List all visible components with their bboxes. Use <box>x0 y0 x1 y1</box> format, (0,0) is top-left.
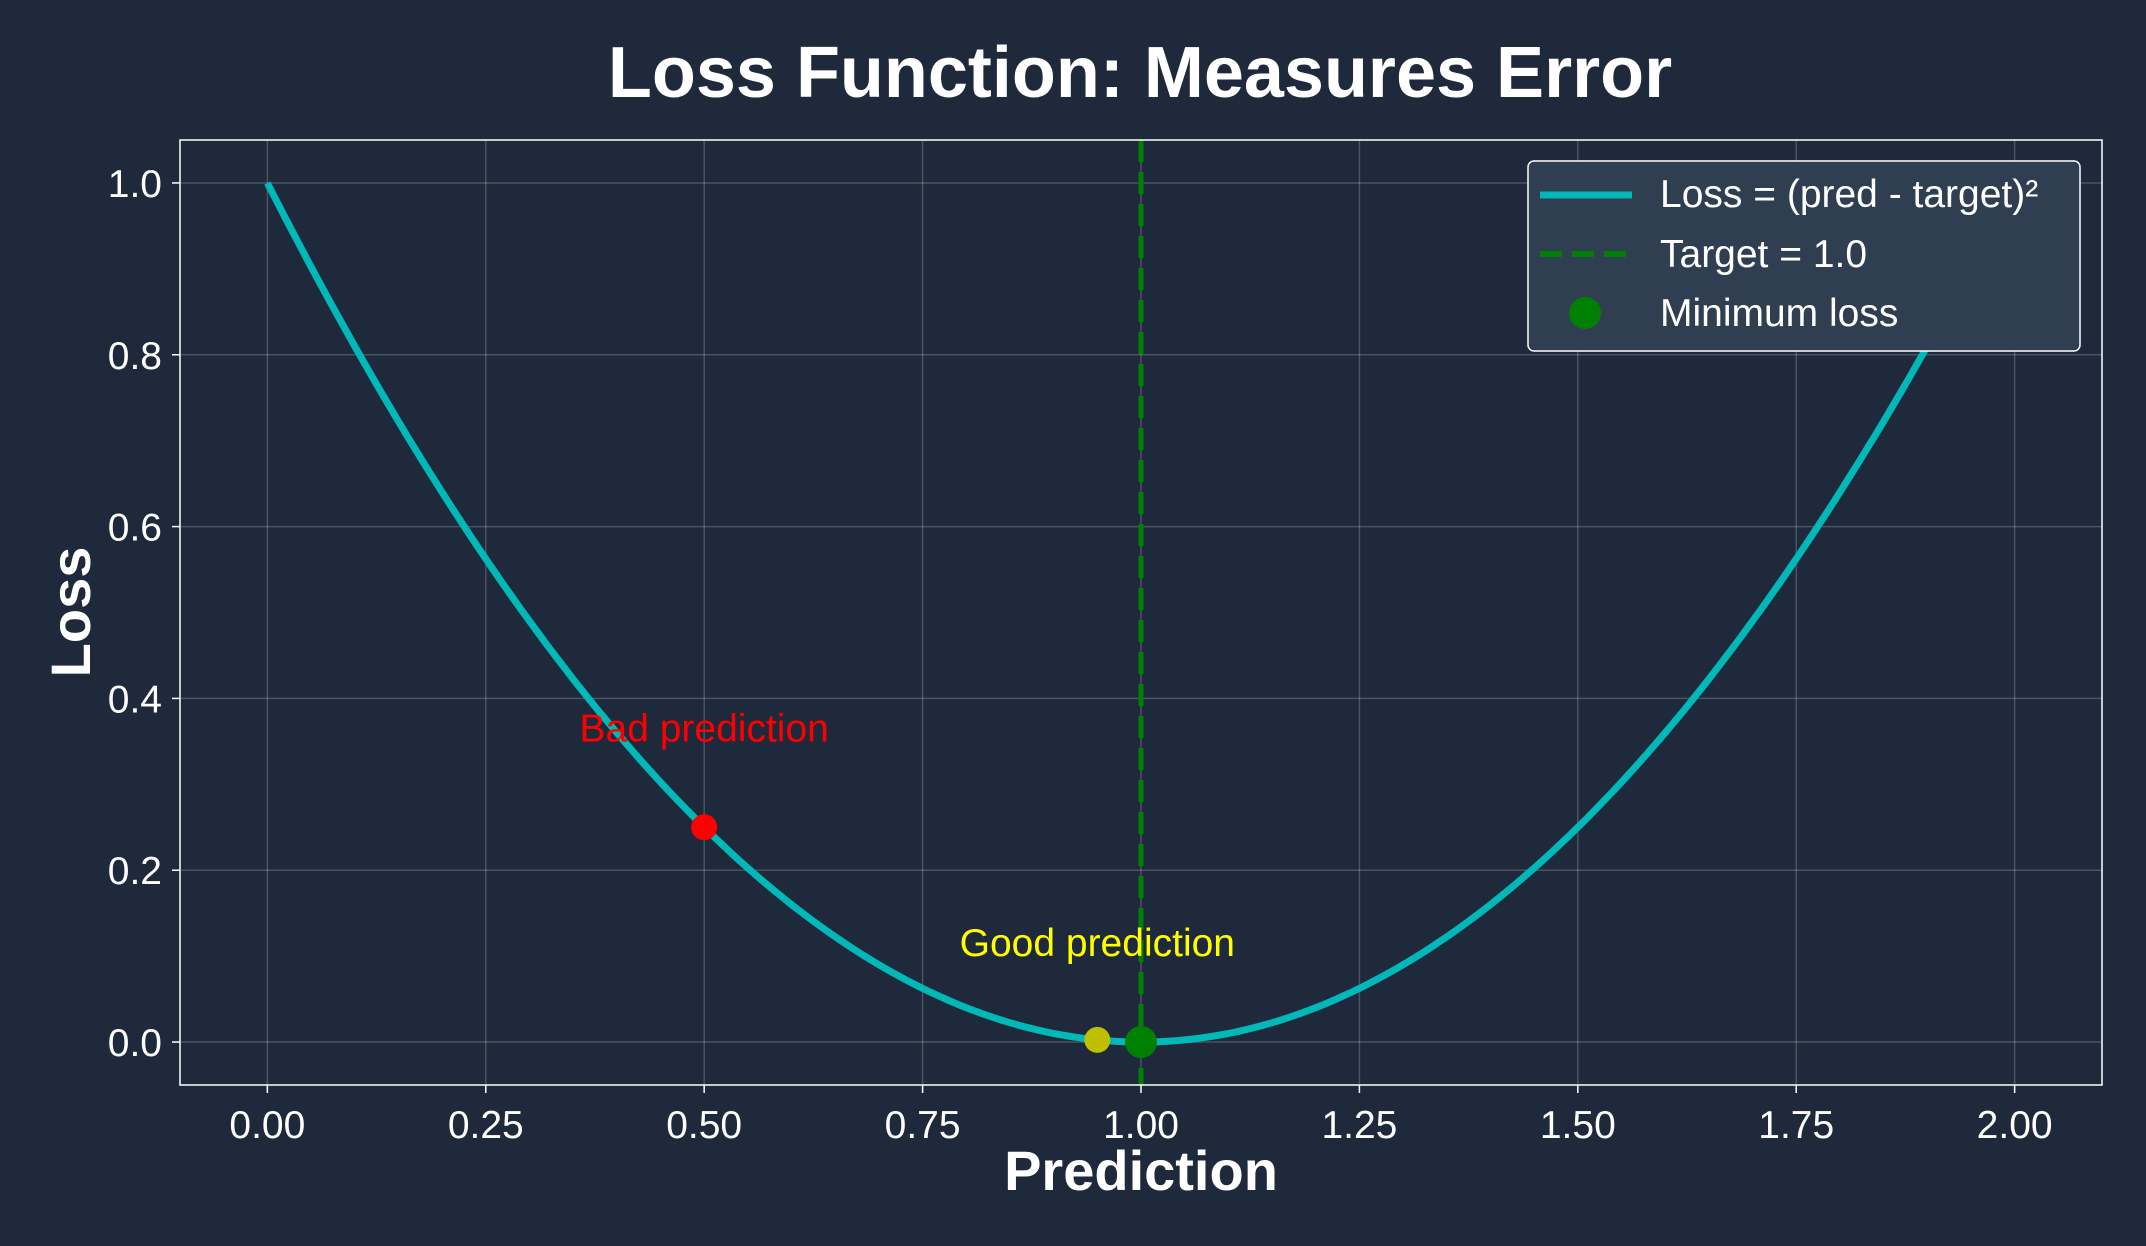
x-tick-label: 0.00 <box>229 1104 305 1147</box>
y-tick-label: 0.8 <box>108 335 162 378</box>
y-axis-label: Loss <box>39 547 102 678</box>
axis-ticks: 0.00 0.25 0.50 0.75 1.00 1.25 1.50 1.75 2.00 0.0 0… <box>108 163 2053 1147</box>
x-tick-label: 1.00 <box>1103 1104 1179 1147</box>
legend-box <box>1527 160 2081 352</box>
y-tick-label: 0.6 <box>108 507 162 550</box>
x-tick-label: 0.75 <box>885 1104 961 1147</box>
legend: Loss = (pred - target)² Target = 1.0 Min… <box>1527 160 2081 352</box>
plot-area: Bad prediction Good prediction <box>264 140 2018 1085</box>
x-tick-label: 1.25 <box>1321 1104 1397 1147</box>
y-tick-label: 0.4 <box>108 678 162 721</box>
y-tick-label: 1.0 <box>108 163 162 206</box>
x-tick-label: 1.50 <box>1540 1104 1616 1147</box>
annotation-label: Bad prediction <box>580 707 829 750</box>
legend-swatch-minimum <box>1569 297 1601 329</box>
chart-title: Loss Function: Measures Error <box>608 33 1672 113</box>
minimum-loss-point <box>1125 1026 1157 1059</box>
x-tick-label: 0.50 <box>666 1104 742 1147</box>
x-tick-label: 0.25 <box>448 1104 524 1147</box>
axes-frame <box>179 139 2103 1086</box>
x-axis-label: Prediction <box>1004 1139 1278 1202</box>
x-tick-label: 2.00 <box>1977 1104 2053 1147</box>
legend-label-loss: Loss = (pred - target)² <box>1660 173 2038 216</box>
highlight-point <box>691 814 718 841</box>
y-tick-label: 0.2 <box>108 850 162 893</box>
legend-label-minimum: Minimum loss <box>1660 292 1898 335</box>
annotation-label: Good prediction <box>960 922 1235 965</box>
x-tick-label: 1.75 <box>1758 1104 1834 1147</box>
y-tick-label: 0.0 <box>108 1022 162 1065</box>
legend-label-target: Target = 1.0 <box>1660 233 1867 276</box>
highlight-point <box>1084 1026 1111 1053</box>
